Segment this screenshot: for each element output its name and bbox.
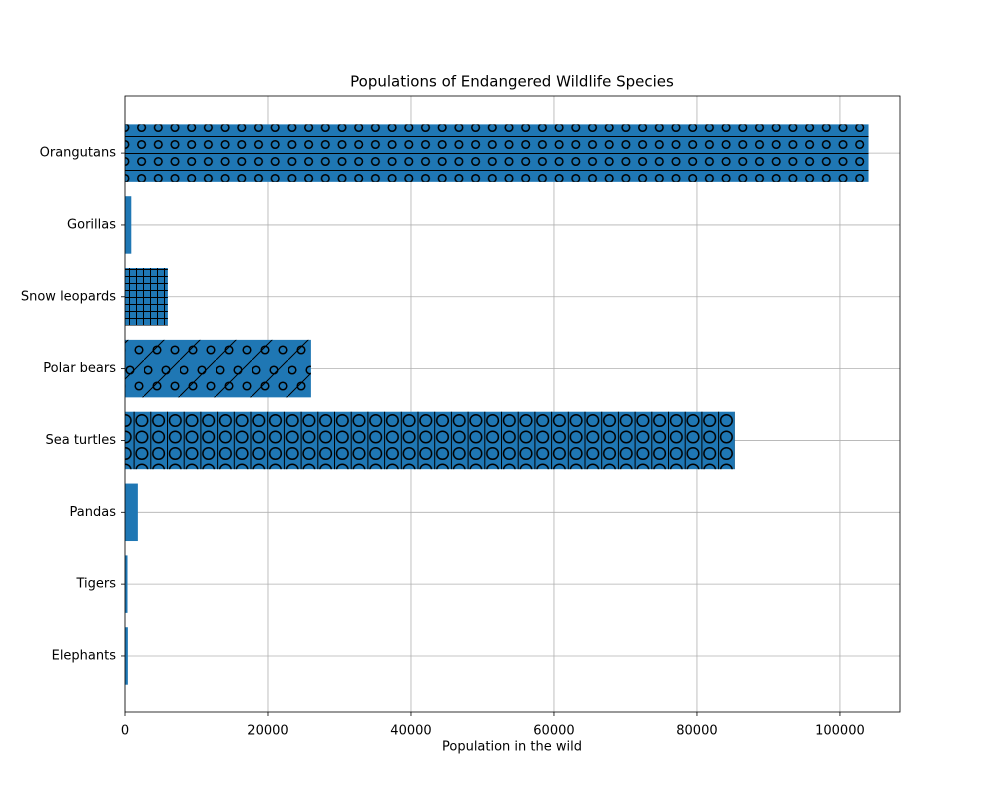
bar-hatch: [125, 268, 168, 326]
x-tick-label: 20000: [247, 724, 288, 739]
y-tick-label: Polar bears: [43, 361, 116, 376]
y-tick-label: Tigers: [75, 577, 116, 592]
y-tick-label: Snow leopards: [21, 289, 116, 304]
x-axis-label: Population in the wild: [442, 740, 582, 755]
bars: [125, 124, 869, 685]
bar: [125, 196, 132, 254]
y-tick-label: Elephants: [52, 648, 117, 663]
plot-frame: [124, 95, 901, 713]
bar-hatch: [125, 339, 311, 398]
bar: [125, 483, 138, 542]
x-tick-label: 0: [121, 724, 129, 739]
y-tick-label: Orangutans: [40, 146, 117, 161]
bar-hatch: [125, 411, 735, 470]
bar-hatch: [125, 124, 869, 182]
bar: [125, 555, 128, 613]
chart-title: Populations of Endangered Wildlife Speci…: [350, 73, 674, 91]
bar: [125, 627, 128, 685]
y-tick-label: Sea turtles: [45, 433, 116, 448]
y-tick-label: Pandas: [70, 505, 117, 520]
x-tick-label: 60000: [533, 724, 574, 739]
x-tick-label: 40000: [390, 724, 431, 739]
x-tick-label: 100000: [815, 724, 865, 739]
y-tick-label: Gorillas: [67, 217, 116, 232]
x-tick-label: 80000: [676, 724, 717, 739]
